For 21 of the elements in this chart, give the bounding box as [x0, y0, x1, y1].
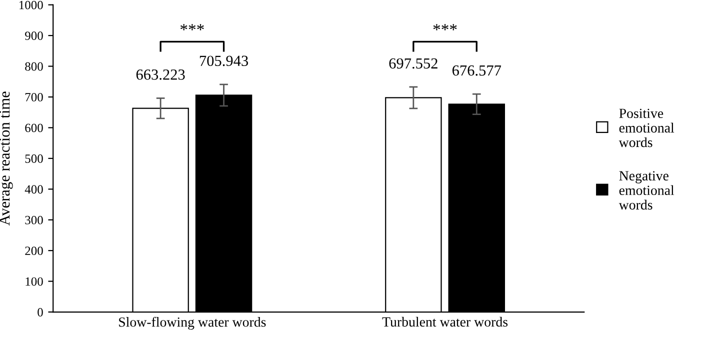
y-tick-label: 100: [26, 277, 43, 286]
data-label: 663.223: [136, 69, 185, 80]
data-label: 705.943: [200, 56, 248, 66]
y-tick-label: 0: [38, 308, 43, 316]
y-tick-label: 1000: [19, 0, 43, 10]
data-label: 697.552: [389, 58, 438, 69]
y-tick-label: 600: [25, 124, 43, 132]
y-tick-label: 800: [25, 62, 43, 71]
y-tick-label: 400: [24, 185, 43, 194]
annotation: ***: [433, 24, 457, 30]
legend-label: Negative emotional words: [618, 171, 674, 210]
x-tick-label: Turbulent water words: [382, 316, 508, 327]
y-tick-label: 500: [25, 154, 43, 163]
y-tick-label: 200: [25, 246, 43, 256]
annotation: ***: [180, 24, 204, 30]
y-tick-label: 700: [25, 93, 43, 102]
legend-label: Positive emotional words: [618, 108, 674, 148]
data-label: 676.577: [452, 65, 502, 76]
y-tick-label: 900: [25, 32, 43, 40]
y-tick-label: 300: [25, 216, 43, 224]
x-tick-label: Slow-flowing water words: [119, 316, 266, 330]
